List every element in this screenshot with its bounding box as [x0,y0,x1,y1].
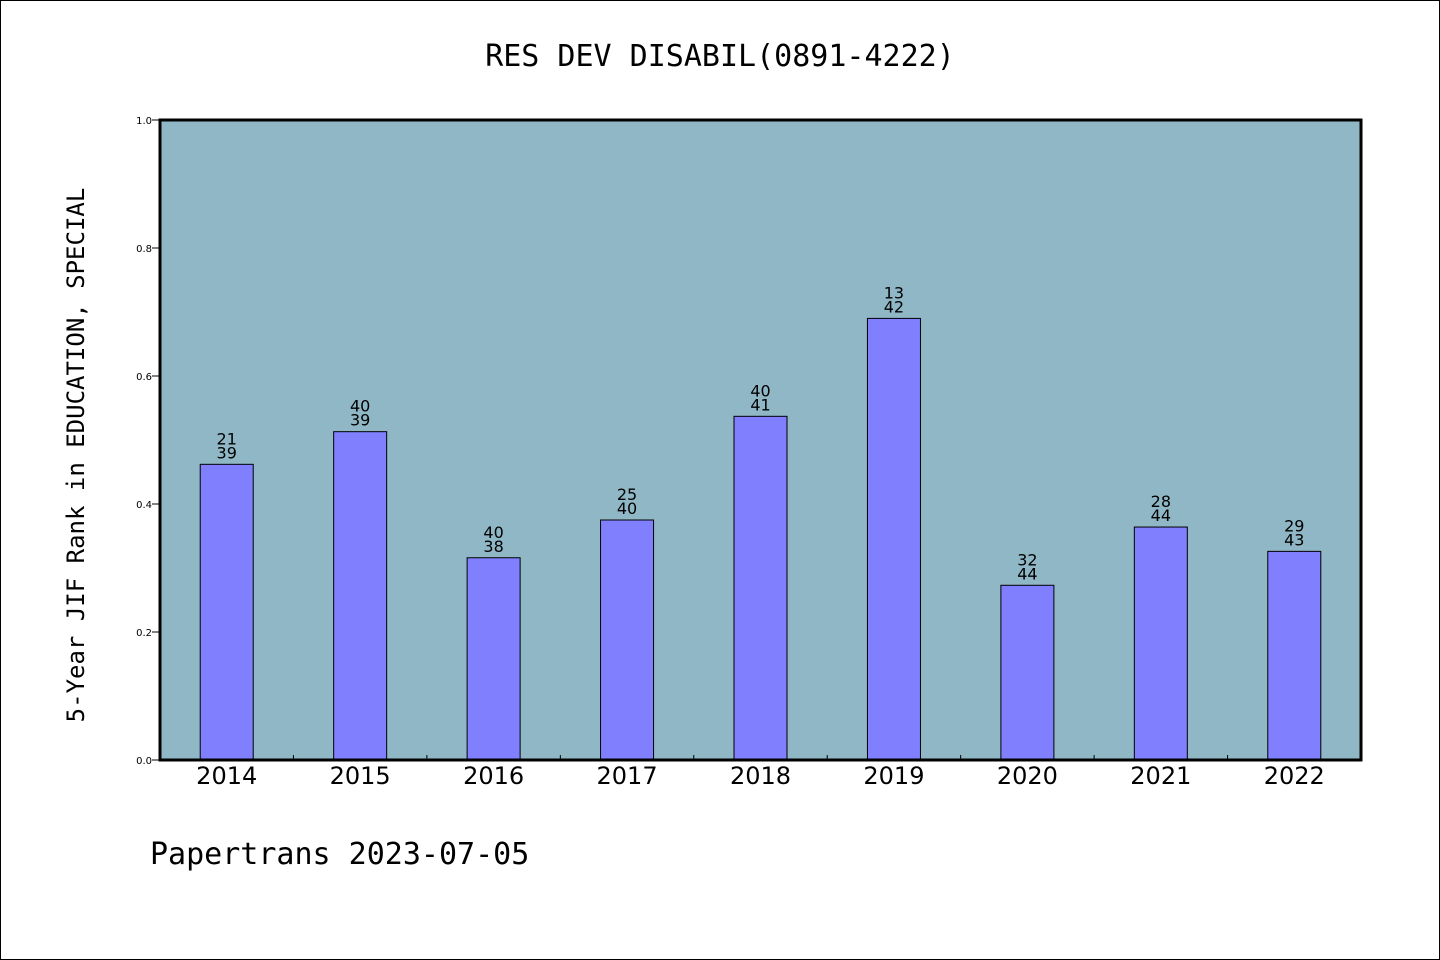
y-tick-label: 0.0 [136,756,152,767]
bar-label-total: 39 [350,411,370,430]
bar-label-rank: 28 [1151,492,1171,511]
bar-2019 [866,317,921,761]
x-tick-label: 2017 [597,762,658,790]
bar-label-rank: 40 [750,381,770,400]
bar-label-rank: 40 [483,523,503,542]
bar-2018 [733,415,788,761]
bar-label-rank: 29 [1284,516,1304,535]
x-tick-label: 2021 [1130,762,1191,790]
bar-label-rank: 25 [617,485,637,504]
bar-2017 [600,519,655,761]
bar-label-total: 42 [884,297,904,316]
bar-2016 [466,557,521,761]
y-axis-label: 5-Year JIF Rank in EDUCATION, SPECIAL [62,188,90,723]
bar-label-total: 44 [1151,506,1171,525]
y-tick-label: 1.0 [136,116,152,127]
bar-label-total: 38 [483,537,503,556]
bar-2015 [333,431,388,761]
bar-label-total: 41 [750,395,770,414]
x-tick-label: 2016 [463,762,524,790]
x-tick-label: 2022 [1264,762,1325,790]
x-tick-label: 2018 [730,762,791,790]
bar-label-rank: 21 [217,429,237,448]
x-tick-label: 2014 [196,762,257,790]
x-tick-label: 2020 [997,762,1058,790]
y-tick-label: 0.8 [136,244,152,255]
bar-label-rank: 40 [350,397,370,416]
ticks-layer: 0.0 0.2 0.4 0.6 0.8 1.0 2014 2015 2016 2017 2018 20… [136,116,1325,790]
chart-title: RES DEV DISABIL(0891-4222) [485,39,955,74]
y-tick-label: 0.6 [136,372,152,383]
bar-2022 [1267,550,1322,761]
bar-label-total: 40 [617,499,637,518]
bar-2021 [1133,526,1188,761]
x-tick-label: 2019 [863,762,924,790]
bar-label-total: 43 [1284,530,1304,549]
plot-border [158,118,1363,762]
bar-label-rank: 32 [1017,550,1037,569]
y-tick-label: 0.2 [136,628,152,639]
x-tick-label: 2015 [330,762,391,790]
bar-label-rank: 13 [884,283,904,302]
bar-label-total: 44 [1017,564,1037,583]
footer-credit: Papertrans 2023-07-05 [150,837,529,872]
bar-2020 [1000,584,1055,761]
y-tick-label: 0.4 [136,500,152,511]
bar-2014 [199,463,254,761]
bar-label-total: 39 [217,443,237,462]
